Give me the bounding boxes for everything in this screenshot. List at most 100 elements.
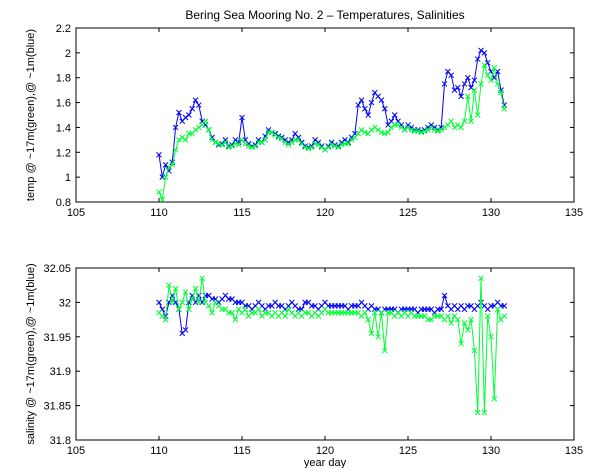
data-point — [242, 140, 249, 147]
data-point — [235, 141, 242, 148]
data-point — [222, 139, 229, 146]
data-point — [428, 122, 435, 128]
data-point — [381, 130, 388, 137]
data-point — [454, 316, 461, 323]
y-tick-label: 31.9 — [50, 366, 71, 378]
data-point — [282, 137, 289, 143]
data-point — [305, 145, 312, 152]
data-point — [162, 316, 169, 323]
data-point — [332, 143, 338, 149]
data-point — [444, 313, 451, 320]
data-point — [262, 137, 269, 143]
data-point — [438, 127, 445, 133]
data-point — [458, 93, 464, 100]
data-point — [322, 146, 328, 153]
data-point — [189, 105, 196, 112]
data-point — [484, 59, 491, 66]
data-point — [421, 128, 428, 135]
data-point — [361, 105, 368, 112]
data-point — [464, 74, 471, 81]
data-point — [361, 129, 368, 136]
data-point — [335, 144, 342, 151]
data-point — [202, 118, 209, 125]
data-point — [295, 134, 302, 141]
salinity-series — [156, 275, 508, 416]
data-point — [282, 313, 289, 320]
data-point — [166, 282, 172, 289]
data-point — [491, 395, 498, 402]
data-point — [209, 309, 215, 316]
data-point — [491, 64, 498, 71]
data-point — [232, 316, 239, 323]
data-point — [501, 302, 508, 309]
data-point — [441, 81, 448, 87]
data-point — [458, 340, 464, 347]
data-point — [388, 124, 395, 131]
data-point — [192, 127, 199, 133]
data-point — [176, 137, 182, 143]
data-point — [199, 275, 206, 282]
data-point — [378, 129, 385, 136]
data-point — [468, 316, 474, 323]
y-tick-label: 31.8 — [50, 435, 71, 447]
data-point — [166, 164, 172, 171]
data-point — [461, 320, 468, 326]
y-tick-label: 2.2 — [56, 23, 71, 35]
temperature-panel: Bering Sea Mooring No. 2 – Temperatures,… — [25, 8, 583, 219]
y-tick-label: 31.85 — [43, 401, 71, 413]
data-point — [474, 112, 481, 118]
data-point — [162, 174, 169, 180]
data-point — [435, 128, 441, 135]
temperature-y-axis-label: temp @ ~17m(green),@ ~1m(blue) — [25, 29, 37, 201]
x-tick-label: 115 — [233, 445, 251, 457]
data-point — [448, 72, 455, 79]
data-point — [398, 124, 405, 131]
data-point — [471, 77, 478, 84]
data-point — [401, 127, 408, 133]
data-point — [225, 144, 232, 151]
x-tick-label: 125 — [399, 445, 417, 457]
x-tick-label: 120 — [316, 445, 334, 457]
x-tick-label: 125 — [399, 207, 417, 219]
y-tick-label: 2 — [65, 48, 71, 60]
data-point — [454, 84, 461, 91]
data-point — [265, 127, 272, 133]
x-tick-label: 130 — [482, 445, 500, 457]
data-point — [448, 320, 455, 326]
x-tick-label: 135 — [565, 445, 583, 457]
data-point — [375, 127, 381, 133]
data-point — [282, 139, 289, 146]
data-point — [255, 137, 262, 143]
data-point — [378, 97, 385, 103]
data-point — [195, 102, 202, 108]
data-point — [365, 316, 372, 323]
data-point — [219, 141, 225, 148]
data-point — [229, 309, 235, 316]
data-point — [481, 409, 488, 416]
data-point — [375, 333, 381, 340]
salinity-plot-frame — [75, 267, 575, 441]
temperature-x-ticks: 105 110 115 120 125 130 135 — [67, 28, 583, 219]
data-point — [478, 275, 484, 282]
data-point — [156, 151, 162, 158]
data-point — [474, 409, 481, 416]
data-point — [458, 124, 464, 131]
data-point — [169, 159, 176, 166]
data-point — [481, 62, 488, 69]
data-point — [371, 309, 378, 316]
data-point — [186, 112, 192, 118]
data-point — [192, 97, 199, 103]
y-tick-label: 1 — [65, 172, 71, 184]
y-tick-label: 32.05 — [43, 263, 71, 275]
y-tick-label: 1.6 — [56, 98, 71, 110]
data-point — [361, 309, 368, 316]
data-point — [189, 296, 196, 302]
data-point — [212, 139, 219, 146]
data-point — [205, 302, 212, 309]
data-point — [471, 87, 478, 93]
data-point — [474, 56, 481, 62]
data-point — [195, 124, 202, 131]
data-point — [395, 122, 401, 128]
data-point — [368, 127, 375, 133]
